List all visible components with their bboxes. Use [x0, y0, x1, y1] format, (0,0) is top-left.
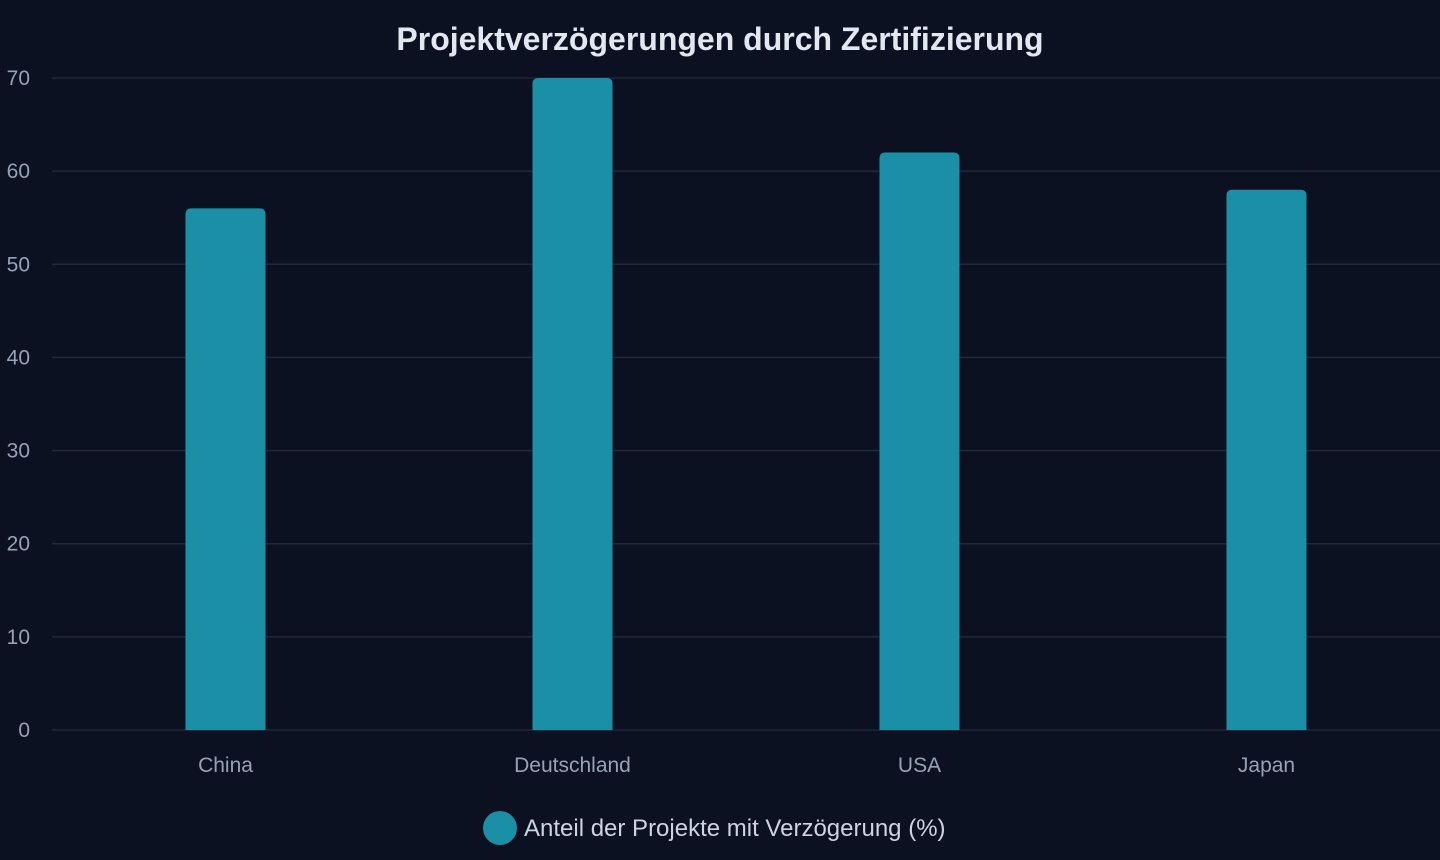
y-tick-label: 10 [7, 626, 30, 649]
y-tick-label: 30 [7, 440, 30, 463]
y-tick-label: 50 [7, 253, 30, 276]
y-tick-label: 0 [18, 719, 30, 742]
bar-usa[interactable] [879, 152, 960, 730]
bar-deutschland[interactable] [532, 78, 613, 730]
y-axis-ticks: 0 10 20 30 40 50 60 70 [7, 67, 30, 742]
y-tick-label: 40 [7, 346, 30, 369]
x-tick-label: Deutschland [514, 754, 631, 777]
x-tick-label: China [198, 754, 253, 777]
y-tick-label: 60 [7, 160, 30, 183]
bar-japan[interactable] [1226, 189, 1307, 730]
x-tick-label: Japan [1238, 754, 1295, 777]
chart-title: Projektverzögerungen durch Zertifizierun… [396, 21, 1043, 57]
y-tick-label: 70 [7, 67, 30, 90]
legend-swatch[interactable] [483, 811, 517, 845]
x-tick-label: USA [898, 754, 941, 777]
y-tick-label: 20 [7, 533, 30, 556]
legend-label[interactable]: Anteil der Projekte mit Verzögerung (%) [524, 815, 946, 842]
bar-china[interactable] [185, 208, 266, 730]
gridlines [52, 77, 1440, 731]
legend[interactable]: Anteil der Projekte mit Verzögerung (%) [483, 811, 946, 845]
x-axis-ticks: China Deutschland USA Japan [198, 754, 1295, 777]
bars [185, 78, 1307, 730]
